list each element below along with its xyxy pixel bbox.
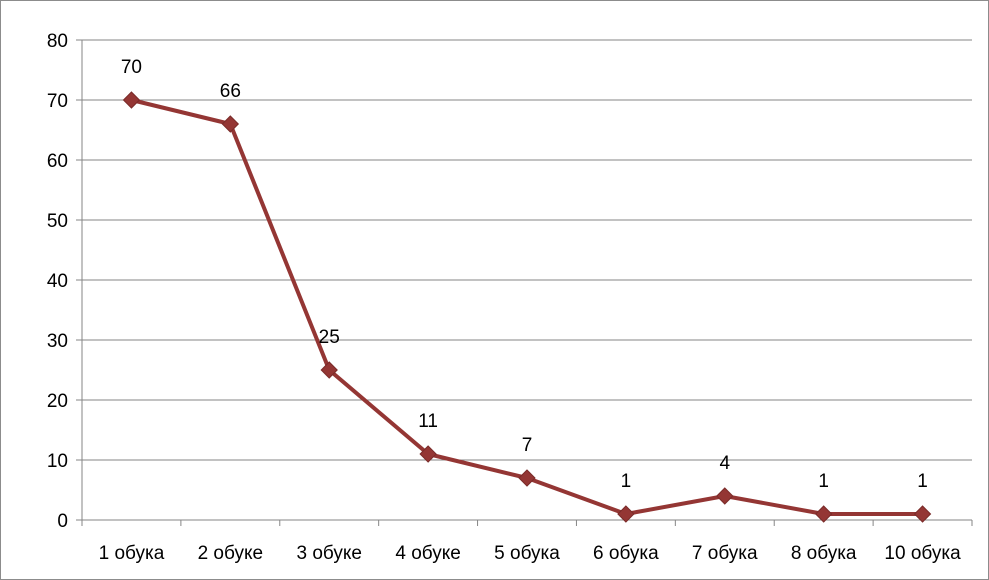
data-label: 1 [917,471,928,492]
data-label: 25 [319,327,340,348]
data-label: 11 [418,411,438,432]
x-tick-label: 3 обуке [296,543,361,564]
y-tick-label: 0 [57,511,68,532]
y-tick-label: 70 [47,91,68,112]
data-point-marker [716,487,734,505]
x-tick-label: 1 обука [99,543,165,564]
x-tick-label: 7 обука [692,543,758,564]
x-tick-label: 2 обуке [198,543,263,564]
x-tick-label: 5 обука [494,543,560,564]
y-tick-label: 10 [47,451,68,472]
y-tick-label: 40 [47,271,68,292]
x-tick-label: 4 обуке [395,543,460,564]
data-point-marker [617,505,635,523]
y-tick-label: 50 [47,211,68,232]
series-line-group [122,91,932,523]
data-point-marker [122,91,141,109]
y-tick-label: 30 [47,331,68,352]
y-axis-tick-labels: 0 10 20 30 40 50 60 70 80 [47,31,68,532]
x-tick-label: 8 обука [791,543,857,564]
x-tick-label: 10 обука [884,543,961,564]
gridlines [82,39,972,461]
data-point-marker [814,505,833,523]
data-label: 66 [220,81,241,102]
y-tick-label: 20 [47,391,68,412]
x-tick-label: 6 обука [593,543,659,564]
data-point-marker [419,445,437,463]
data-point-marker [221,115,240,133]
y-tick-label: 60 [47,151,68,172]
x-axis-tick-labels: 1 обука 2 обуке 3 обуке 4 обуке 5 обука 6 обу… [99,543,962,564]
data-label: 70 [121,57,142,78]
data-point-marker [320,361,338,379]
data-label: 7 [522,435,533,456]
y-tick-label: 80 [47,31,68,52]
data-label: 1 [621,471,632,492]
data-point-marker [518,469,536,487]
data-point-marker [913,505,932,523]
data-label: 1 [818,471,829,492]
data-label: 4 [719,453,730,474]
